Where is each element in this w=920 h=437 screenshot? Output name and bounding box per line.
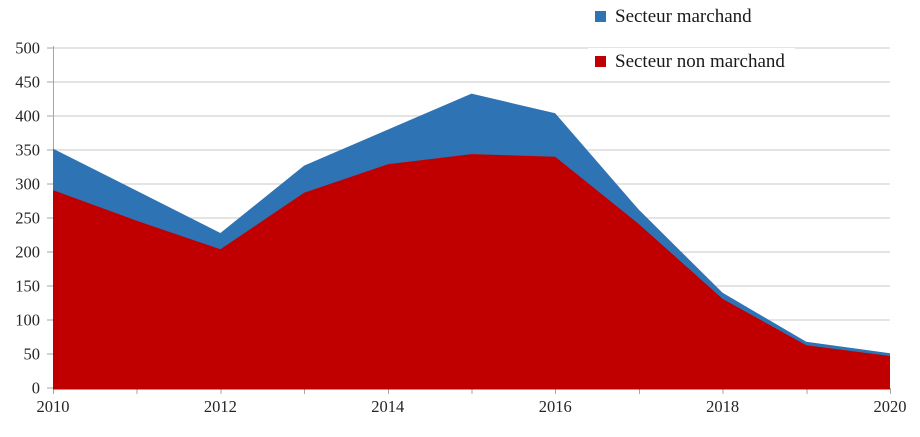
svg-text:100: 100 <box>15 311 40 330</box>
svg-text:200: 200 <box>15 243 40 262</box>
svg-text:2012: 2012 <box>204 397 237 416</box>
svg-text:50: 50 <box>24 345 41 364</box>
svg-text:0: 0 <box>32 379 40 398</box>
svg-text:2018: 2018 <box>706 397 739 416</box>
svg-text:400: 400 <box>15 107 40 126</box>
svg-text:250: 250 <box>15 209 40 228</box>
svg-text:2010: 2010 <box>37 397 70 416</box>
svg-text:2020: 2020 <box>874 397 907 416</box>
svg-text:450: 450 <box>15 73 40 92</box>
svg-text:500: 500 <box>15 39 40 58</box>
svg-text:2014: 2014 <box>371 397 404 416</box>
svg-text:150: 150 <box>15 277 40 296</box>
svg-text:300: 300 <box>15 175 40 194</box>
svg-text:350: 350 <box>15 141 40 160</box>
svg-text:2016: 2016 <box>539 397 572 416</box>
